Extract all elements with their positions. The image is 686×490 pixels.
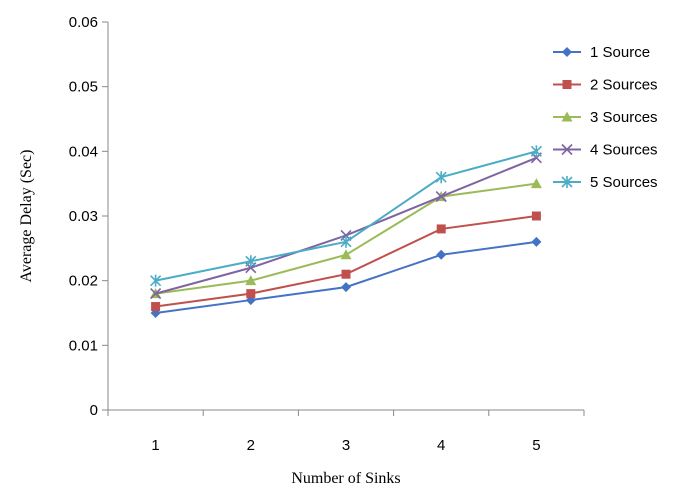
series-layer: [150, 145, 542, 318]
x-tick-label: 2: [247, 437, 255, 454]
legend-entry: 5 Sources: [553, 174, 658, 191]
y-axis-title: Average Delay (Sec): [18, 150, 35, 283]
legend-entry: 4 Sources: [553, 142, 658, 159]
data-point: [150, 274, 162, 287]
legend-label: 2 Sources: [590, 77, 658, 94]
legend-marker: [561, 176, 573, 188]
x-tick-label: 5: [532, 437, 540, 454]
data-point: [245, 255, 257, 268]
data-point: [341, 282, 351, 293]
legend-label: 4 Sources: [590, 142, 658, 159]
data-point: [341, 269, 351, 279]
data-point: [435, 171, 447, 184]
data-point: [531, 211, 541, 221]
y-tick-label: 0.03: [69, 208, 98, 225]
data-point: [531, 236, 542, 247]
data-point: [340, 249, 352, 260]
legend-entry: 3 Sources: [553, 109, 658, 126]
y-tick-label: 0.05: [69, 79, 98, 96]
series-line: [155, 150, 537, 282]
data-point: [150, 288, 162, 300]
legend-label: 3 Sources: [590, 109, 658, 126]
data-point: [436, 224, 446, 234]
y-tick-label: 0.04: [69, 143, 98, 160]
data-point: [245, 275, 257, 286]
y-tick-label: 0.01: [69, 337, 98, 354]
plot-axes: 0 0.01 0.02 0.03 0.04 0.05 0.06 1 2 3 4 5: [69, 14, 585, 454]
legend-label: 5 Sources: [590, 174, 658, 191]
x-axis-title: Number of Sinks: [291, 470, 400, 487]
series-2: [151, 211, 541, 312]
x-tick-label: 4: [437, 437, 445, 454]
data-point: [435, 191, 447, 203]
legend: 1 Source 2 Sources 3 Sources 4 Sources 5 Sou…: [553, 44, 658, 191]
legend-marker: [561, 143, 573, 156]
legend-marker: [562, 80, 572, 89]
data-point: [340, 235, 352, 248]
data-point: [530, 145, 542, 158]
legend-entry: 2 Sources: [553, 77, 658, 94]
series-line: [155, 215, 537, 308]
data-point: [530, 178, 542, 189]
legend-entry: 1 Source: [553, 44, 650, 61]
data-point: [151, 302, 161, 312]
y-tick-label: 0: [90, 402, 98, 419]
legend-marker: [562, 47, 572, 57]
y-tick-label: 0.06: [69, 14, 98, 31]
series-5: [150, 145, 542, 287]
x-tick-label: 1: [151, 437, 159, 454]
x-tick-label: 3: [342, 437, 350, 454]
data-point: [436, 249, 447, 260]
y-tick-label: 0.02: [69, 273, 98, 290]
data-point: [246, 289, 256, 299]
legend-marker: [561, 111, 573, 122]
legend-label: 1 Source: [590, 44, 650, 61]
